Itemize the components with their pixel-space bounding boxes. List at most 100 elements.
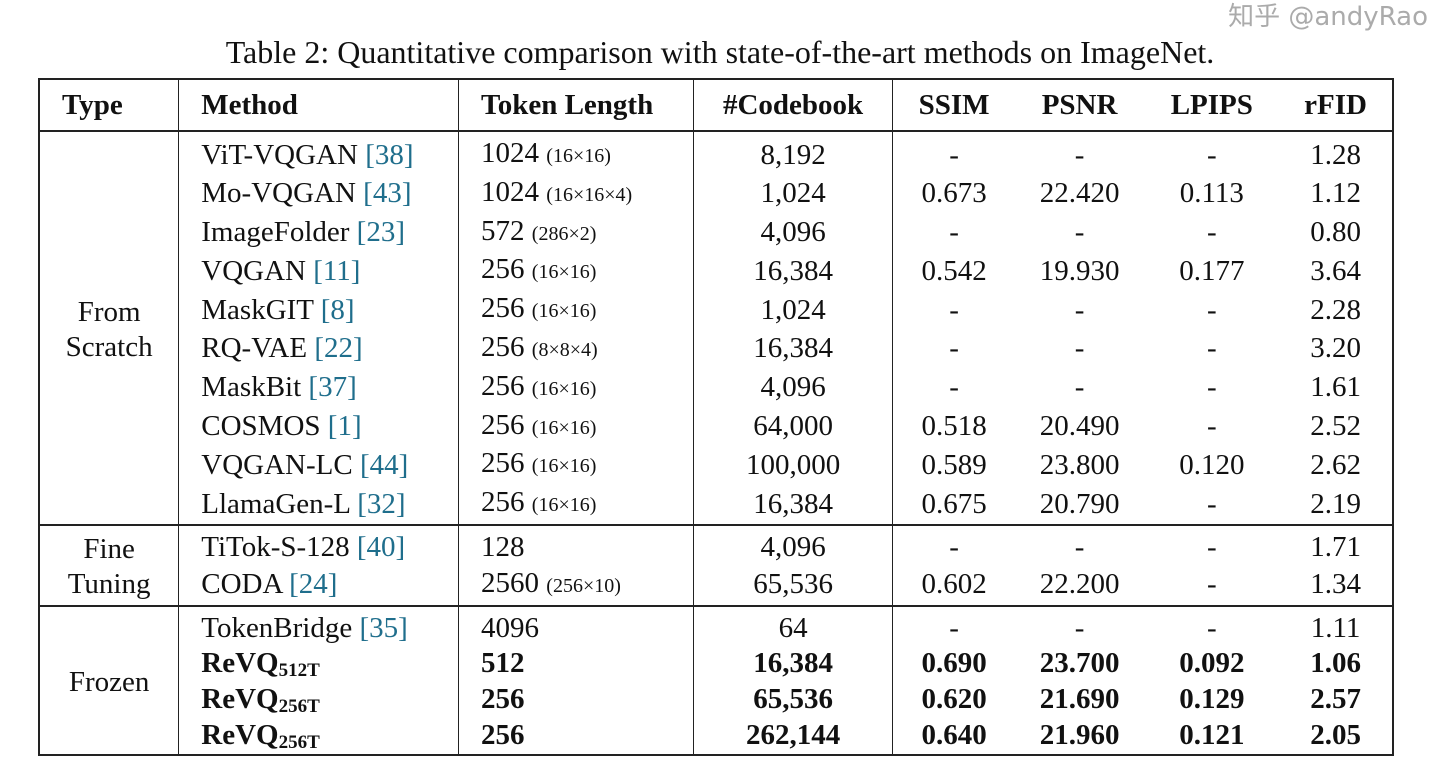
token-length-cell: 256 (16×16) [458, 291, 694, 330]
ssim-cell: - [949, 138, 959, 171]
method-name: Mo-VQGAN [201, 177, 356, 210]
codebook-cell: 64,000 [693, 407, 894, 447]
token-length-cell: 256 (16×16) [458, 368, 694, 408]
codebook-cell: 16,384 [693, 329, 894, 369]
type-label-word: Scratch [65, 330, 153, 363]
method-cell: MaskBit [37] [178, 368, 460, 408]
codebook-cell: 4,096 [693, 368, 894, 408]
method-name: COSMOS [201, 410, 321, 443]
psnr-cell: - [1014, 523, 1145, 566]
header-rfid: rFID [1279, 79, 1393, 132]
lpips-cell: - [1206, 410, 1217, 443]
rfid-cell: 1.28 [1310, 138, 1361, 171]
codebook-cell: 1,024 [693, 291, 894, 330]
psnr-cell: - [1014, 604, 1145, 647]
token-shape: (16×16) [531, 455, 597, 478]
table-row: VQGAN [11] 256 (16×16) 16,384 0.542 19.930 0.… [39, 252, 1393, 292]
method-cell: TokenBridge [35] [178, 604, 460, 647]
ssim-cell: 0.640 [921, 718, 987, 751]
codebook-cell: 1,024 [693, 174, 894, 214]
token-length: 256 [481, 292, 525, 325]
table-row: MaskBit [37] 256 (16×16) 4,096- - -1.61 [39, 368, 1393, 408]
token-length: 256 [481, 253, 525, 286]
table-row: From Scratch ViT-VQGAN [38] 1024 (16×16) 8,1… [39, 131, 1393, 525]
method-name: VQGAN-LC [201, 448, 353, 481]
rfid-cell: 2.62 [1310, 448, 1361, 481]
rfid-cell: 2.05 [1310, 718, 1361, 751]
lpips-cell: 0.113 [1179, 177, 1244, 210]
token-shape: (16×16) [531, 300, 597, 323]
method-name: MaskBit [201, 371, 302, 404]
codebook-cell: 16,384 [693, 485, 894, 525]
token-length: 512 [481, 647, 525, 680]
token-length: 256 [481, 718, 525, 751]
token-length-cell: 128 [458, 523, 694, 566]
token-shape: (256×10) [546, 574, 621, 597]
token-length-cell: 256 (16×16) [458, 252, 694, 292]
rfid-cell: 0.80 [1310, 216, 1361, 249]
method-name: VQGAN [201, 254, 306, 287]
method-cell: COSMOS [1] [178, 407, 460, 447]
lpips-cell: 0.092 [1179, 647, 1245, 680]
method-name: ViT-VQGAN [201, 138, 358, 171]
token-length-cell: 4096 [458, 604, 694, 647]
token-length-cell: 512 [458, 646, 694, 683]
codebook-cell: 65,536 [693, 682, 894, 718]
lpips-cell: - [1206, 487, 1217, 520]
lpips-cell: 0.177 [1179, 254, 1245, 287]
token-length-cell: 256 (16×16) [458, 485, 694, 525]
rfid-cell: 2.28 [1310, 293, 1361, 326]
token-length: 1024 [481, 137, 540, 169]
method-name: CODA [201, 568, 282, 601]
codebook-cell: 16,384 [693, 252, 894, 292]
token-length-cell: 1024 (16×16) [458, 131, 694, 175]
table-row: CODA [24] 2560 (256×10) 65,536 0.602 22.200-… [39, 565, 1393, 606]
rfid-cell: 1.71 [1279, 523, 1393, 566]
ssim-cell: 0.602 [921, 568, 987, 601]
type-label-word: Frozen [68, 665, 150, 698]
token-length-cell: 1024 (16×16×4) [458, 174, 694, 214]
lpips-cell: - [1206, 332, 1217, 365]
token-length: 1024 [481, 175, 540, 208]
token-shape: (16×16) [531, 416, 597, 439]
method-cell: Mo-VQGAN [43] [178, 174, 460, 214]
codebook-cell: 4,096 [693, 523, 894, 566]
psnr-cell: 23.800 [1039, 448, 1120, 481]
citation-link: [44] [359, 448, 409, 481]
psnr-cell: 20.790 [1039, 487, 1120, 520]
codebook-cell: 100,000 [693, 446, 894, 486]
ssim-cell: - [892, 604, 1015, 647]
type-label-word: Tuning [67, 568, 151, 601]
psnr-cell: 22.420 [1039, 177, 1120, 210]
ssim-cell: - [949, 216, 959, 249]
lpips-cell: 0.121 [1179, 718, 1245, 751]
rfid-cell: 1.11 [1279, 604, 1393, 647]
citation-link: [38] [365, 138, 414, 171]
codebook-cell: 4,096 [693, 213, 894, 253]
token-length-cell: 256 [458, 717, 694, 755]
psnr-cell: - [1074, 293, 1085, 326]
psnr-cell: 20.490 [1039, 410, 1120, 443]
token-length-cell: 256 (16×16) [458, 446, 694, 486]
method-cell: TiTok-S-128 [40] [178, 523, 460, 566]
citation-link: [32] [357, 487, 406, 520]
lpips-cell: - [1206, 216, 1217, 249]
codebook-cell: 8,192 [693, 131, 894, 175]
table-row: RQ-VAE [22] 256 (8×8×4) 16,384- - -3.20 [39, 329, 1393, 369]
token-length: 256 [481, 447, 525, 480]
citation-link: [37] [308, 371, 357, 404]
method-name: LlamaGen-L [201, 487, 350, 520]
ssim-cell: 0.620 [921, 683, 987, 716]
token-length: 256 [481, 408, 525, 441]
method-name: ReVQ [201, 718, 279, 751]
watermark: 知乎 @andyRao [1228, 2, 1428, 32]
rfid-cell: 3.20 [1310, 332, 1361, 365]
header-lpips: LPIPS [1144, 79, 1280, 132]
rfid-cell: 2.57 [1310, 683, 1361, 716]
rfid-cell: 1.34 [1310, 568, 1361, 601]
codebook-cell: 65,536 [693, 565, 894, 606]
token-shape: (16×16) [531, 494, 597, 517]
method-name: ReVQ [201, 647, 279, 680]
psnr-cell: 23.700 [1039, 647, 1120, 680]
lpips-cell: - [1206, 293, 1217, 326]
